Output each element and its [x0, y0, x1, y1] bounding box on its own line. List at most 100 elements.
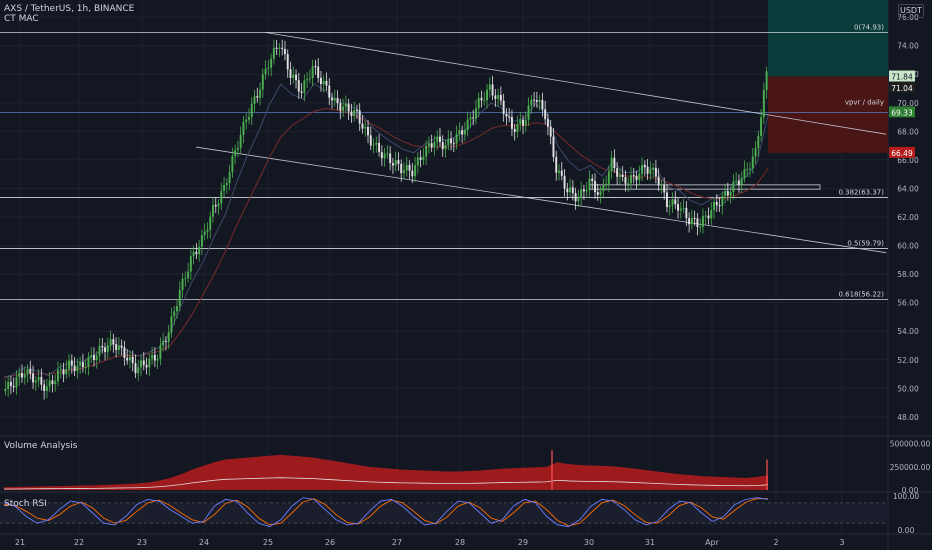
candle-body [15, 377, 18, 388]
candle-body [549, 126, 552, 137]
candle-body [430, 143, 433, 148]
candle-body [444, 145, 447, 150]
candle-body [510, 117, 513, 129]
candle-body [527, 105, 530, 120]
candle-body [699, 226, 702, 228]
candle-body [394, 160, 397, 166]
candle-body [355, 110, 358, 112]
candle-body [34, 380, 37, 383]
candle-body [674, 199, 677, 205]
candle-body [560, 170, 563, 176]
currency-button[interactable]: USDT [898, 4, 924, 18]
candle-body [555, 157, 558, 173]
candle-body [491, 84, 494, 96]
candle-body [552, 136, 555, 158]
candle-body [223, 184, 226, 191]
candle-body [189, 256, 192, 272]
stoch-band [0, 502, 888, 524]
candle-body [613, 157, 616, 169]
candle-body [499, 94, 502, 101]
volume-tick-0: 500000.00 [890, 440, 931, 449]
candle-body [616, 168, 619, 177]
candle-body [596, 192, 599, 195]
y-tick-label-1: 50.00 [897, 384, 919, 393]
ma-slow-line [3, 107, 769, 378]
candle-body [167, 332, 170, 342]
candle-body [40, 376, 43, 385]
fib-label-2: 0.5(59.79) [847, 240, 884, 248]
candle-body [54, 381, 57, 385]
candle-body [516, 123, 519, 132]
ma-fast-line [3, 82, 769, 379]
candle-body [461, 130, 464, 135]
x-tick-label-8: 29 [518, 538, 528, 547]
candle-body [577, 198, 580, 202]
candle-body [184, 278, 187, 280]
candle-body [403, 170, 405, 174]
candle-body [214, 205, 217, 207]
chart-title: AXS / TetherUS, 1h, BINANCE [4, 4, 135, 14]
candle-body [187, 271, 190, 279]
y-tick-label-10: 68.00 [897, 127, 919, 136]
candle-body [405, 164, 408, 171]
candle-body [677, 204, 680, 211]
candle-body [746, 169, 749, 171]
candle-body [652, 167, 655, 170]
candle-body [425, 145, 428, 157]
candle-body [558, 170, 560, 173]
candle-body [378, 142, 381, 153]
indicator-label: CT MAC [4, 14, 39, 24]
candle-body [84, 366, 87, 368]
candle-body [466, 119, 469, 130]
candle-body [472, 117, 475, 119]
volume-tick-1: 250000.00 [890, 463, 931, 472]
candle-body [416, 157, 419, 166]
candle-body [380, 152, 383, 159]
candle-body [580, 189, 583, 199]
candle-body [267, 67, 270, 69]
channel-top-line [264, 32, 887, 135]
candle-body [245, 119, 248, 122]
candle-body [433, 141, 436, 148]
y-tick-label-13: 74.00 [897, 42, 919, 51]
candles-group [4, 39, 768, 400]
candle-body [591, 178, 594, 182]
candle-body [95, 355, 98, 361]
volume-area [4, 454, 768, 490]
candle-body [76, 365, 79, 372]
candle-body [350, 111, 353, 116]
candle-body [632, 175, 635, 177]
candle-body [45, 386, 48, 392]
candle-body [264, 68, 267, 75]
candle-body [203, 231, 206, 236]
candle-body [455, 134, 458, 144]
candle-body [710, 210, 713, 219]
candle-body [450, 138, 453, 144]
x-tick-label-10: 31 [645, 538, 655, 547]
candle-body [701, 216, 704, 227]
candle-body [762, 90, 765, 118]
candle-body [333, 98, 336, 101]
candle-body [533, 99, 536, 101]
candle-body [729, 192, 732, 196]
candle-body [178, 289, 181, 307]
candle-body [696, 218, 699, 227]
candle-body [367, 126, 369, 136]
candle-body [7, 381, 10, 390]
price-tag-3: 66.49 [891, 149, 913, 158]
candle-body [331, 97, 333, 101]
candle-body [665, 192, 668, 208]
candle-body [427, 143, 430, 146]
candle-body [145, 364, 148, 368]
candle-body [713, 202, 715, 211]
candle-body [737, 180, 740, 185]
candle-body [463, 129, 466, 135]
candle-body [319, 77, 322, 85]
candle-body [4, 389, 7, 392]
price-tag-1: 71.04 [891, 84, 913, 93]
candle-body [588, 178, 591, 191]
x-tick-label-6: 27 [392, 538, 402, 547]
candle-body [574, 193, 577, 202]
candle-body [353, 110, 356, 116]
